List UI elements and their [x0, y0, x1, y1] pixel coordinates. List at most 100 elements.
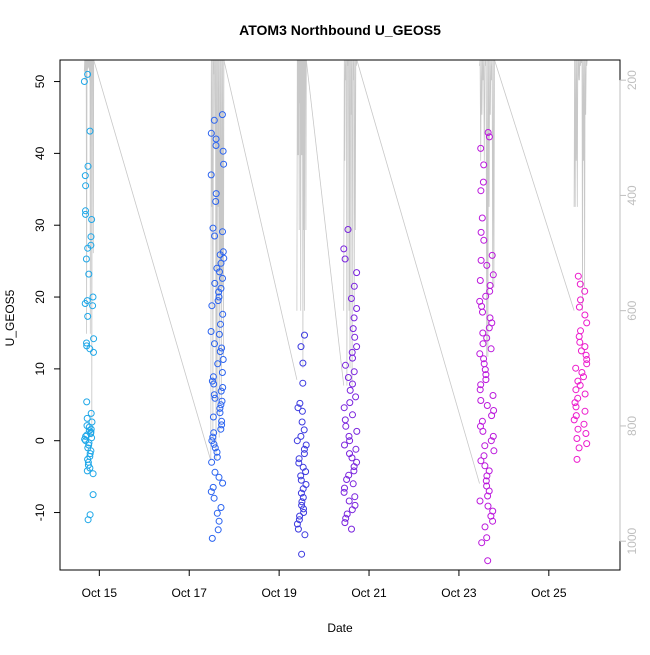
data-point: [481, 366, 489, 374]
pressure-trace-connector: [305, 59, 345, 386]
data-point: [487, 437, 495, 445]
data-point: [476, 277, 484, 284]
data-point: [83, 339, 90, 347]
data-point: [215, 517, 223, 525]
data-point: [350, 282, 358, 290]
data-point: [84, 162, 92, 170]
data-point: [343, 476, 351, 483]
data-point: [350, 368, 358, 376]
data-point: [480, 161, 488, 169]
pressure-trace: [573, 59, 588, 311]
data-point: [212, 142, 220, 149]
data-point: [83, 414, 91, 422]
data-point: [90, 348, 97, 356]
data-point: [210, 391, 218, 399]
data-point: [488, 412, 496, 420]
data-point: [217, 387, 225, 395]
data-point: [484, 492, 492, 500]
data-point: [215, 330, 223, 338]
data-point: [214, 297, 222, 305]
data-point: [340, 488, 348, 496]
data-point: [580, 373, 587, 381]
data-point: [486, 287, 494, 295]
data-point: [84, 516, 92, 524]
y-tick-label: 0: [33, 437, 47, 444]
data-point: [215, 293, 223, 301]
data-point: [89, 491, 97, 499]
data-point: [219, 274, 226, 282]
data-point: [218, 417, 226, 425]
data-point: [208, 437, 216, 445]
data-point: [477, 256, 485, 264]
data-point: [353, 305, 361, 312]
data-point: [212, 198, 220, 205]
pressure-trace-connector: [494, 59, 575, 311]
data-point: [217, 320, 224, 328]
data-point: [218, 111, 226, 119]
data-point: [349, 354, 356, 362]
data-point: [574, 272, 582, 280]
data-point: [476, 350, 484, 358]
data-point: [298, 407, 306, 415]
data-point: [214, 526, 222, 534]
data-point: [342, 514, 350, 522]
data-point: [349, 380, 356, 388]
data-point: [570, 416, 578, 424]
data-point: [300, 450, 308, 458]
data-point: [210, 440, 218, 448]
data-point: [346, 437, 354, 445]
data-point: [347, 295, 355, 302]
data-point: [345, 432, 353, 440]
data-point: [479, 178, 487, 186]
y-axis-label: U_GEOS5: [3, 289, 17, 346]
data-point: [207, 171, 215, 179]
data-point: [578, 369, 586, 376]
data-point: [293, 520, 301, 528]
data-point: [479, 308, 486, 316]
data-point: [350, 314, 358, 322]
data-point: [218, 369, 226, 376]
data-point: [581, 407, 589, 415]
y2-tick-label: 200: [625, 70, 639, 90]
data-point: [298, 501, 306, 509]
data-point: [485, 487, 493, 495]
data-point: [297, 343, 305, 351]
data-point: [207, 129, 215, 137]
data-point: [484, 557, 492, 565]
data-point: [215, 473, 223, 481]
data-point: [301, 331, 308, 339]
data-point: [577, 347, 585, 355]
data-point: [84, 244, 92, 252]
data-point: [89, 293, 97, 301]
pressure-trace-connector: [356, 59, 480, 484]
data-point: [218, 344, 226, 352]
data-point: [349, 480, 357, 488]
data-point: [483, 261, 491, 269]
data-point: [210, 380, 218, 388]
data-point: [483, 334, 491, 342]
data-point: [573, 435, 581, 442]
x-tick-label: Oct 17: [172, 586, 208, 600]
data-point: [489, 517, 497, 525]
data-point: [348, 525, 355, 533]
data-point: [575, 444, 583, 452]
data-point: [89, 470, 97, 478]
data-point: [340, 245, 348, 253]
data-point: [300, 426, 308, 434]
data-point: [211, 394, 219, 402]
data-point: [210, 429, 218, 437]
y-tick-label: 20: [33, 290, 47, 304]
data-point: [217, 284, 225, 292]
data-point: [341, 484, 348, 492]
data-point: [575, 303, 583, 311]
data-point: [349, 411, 356, 419]
data-point: [476, 386, 484, 394]
data-point: [353, 269, 361, 277]
data-point: [84, 312, 92, 320]
data-point: [211, 468, 219, 476]
data-point: [342, 422, 350, 430]
data-point: [90, 335, 98, 343]
data-point: [208, 302, 216, 310]
data-point: [82, 207, 89, 215]
